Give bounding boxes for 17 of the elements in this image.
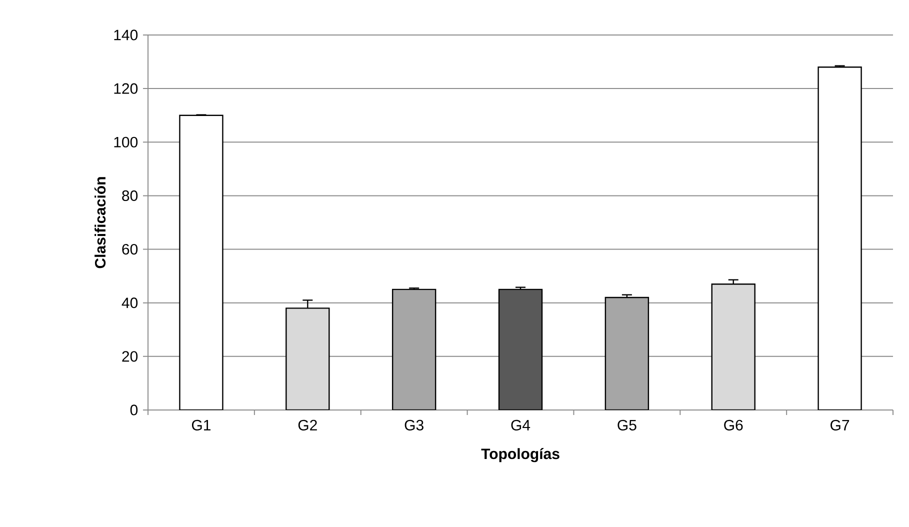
y-tick-label: 100 <box>114 136 138 148</box>
x-tick-label: G5 <box>618 420 636 430</box>
x-tick-label: G4 <box>511 420 530 430</box>
y-axis-title: Clasificación <box>94 177 106 268</box>
y-tick-label: 0 <box>130 404 138 416</box>
y-tick-label: 80 <box>122 190 138 201</box>
y-tick-label: 40 <box>122 298 138 308</box>
x-tick-label: G7 <box>830 420 850 430</box>
x-tick-label: G2 <box>298 420 317 430</box>
x-tick-label: G3 <box>404 420 424 430</box>
y-tick-label: 20 <box>122 351 138 362</box>
x-tick-label: G6 <box>724 420 743 430</box>
y-tick-label: 60 <box>122 244 138 255</box>
x-tick-label: G1 <box>192 420 210 430</box>
y-tick-label: 120 <box>114 83 138 94</box>
x-axis-title: Topologías <box>481 448 560 462</box>
y-tick-label: 140 <box>114 30 138 40</box>
